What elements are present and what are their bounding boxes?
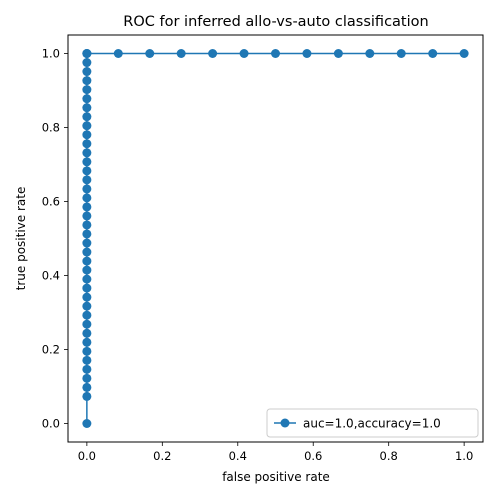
- roc-data-point: [333, 49, 343, 58]
- legend-label: auc=1.0,accuracy=1.0: [303, 417, 441, 431]
- x-tick-label: 1.0: [455, 449, 473, 463]
- roc-data-point: [82, 328, 92, 338]
- roc-data-point: [82, 130, 92, 140]
- x-axis-label: false positive rate: [222, 470, 330, 484]
- roc-data-point: [82, 346, 92, 356]
- roc-data-point: [82, 112, 92, 122]
- y-tick-label: 1.0: [42, 47, 60, 61]
- y-tick-label: 0.2: [42, 343, 60, 357]
- roc-data-point: [82, 419, 92, 428]
- roc-data-point: [82, 382, 92, 392]
- legend: auc=1.0,accuracy=1.0: [266, 408, 479, 438]
- roc-data-point: [302, 49, 312, 58]
- legend-marker-swatch: [280, 418, 290, 428]
- roc-data-point: [82, 373, 92, 383]
- y-tick-label: 0.4: [42, 269, 60, 283]
- roc-data-point: [82, 364, 92, 374]
- x-tick-label: 0.8: [380, 449, 398, 463]
- roc-data-point: [82, 67, 92, 77]
- y-tick-label: 0.0: [42, 417, 60, 431]
- legend-box: [266, 408, 479, 438]
- roc-data-point: [82, 94, 92, 104]
- roc-data-point: [82, 265, 92, 275]
- y-tick-label: 0.6: [42, 195, 60, 209]
- roc-curve-line: [86, 52, 465, 424]
- x-tick-label: 0.6: [304, 449, 322, 463]
- roc-data-point: [428, 49, 438, 58]
- roc-data-point: [82, 256, 92, 266]
- x-tick-label: 0.0: [78, 449, 96, 463]
- roc-data-point: [82, 166, 92, 176]
- roc-data-point: [396, 49, 406, 58]
- roc-data-point: [82, 157, 92, 167]
- roc-data-point: [82, 193, 92, 203]
- y-axis-label: true positive rate: [14, 187, 28, 291]
- plot-area: [82, 49, 469, 428]
- roc-data-point: [82, 139, 92, 149]
- roc-data-point: [82, 238, 92, 248]
- roc-data-point: [239, 49, 249, 58]
- roc-data-point: [82, 301, 92, 311]
- roc-data-point: [82, 148, 92, 158]
- x-tick-label: 0.4: [229, 449, 247, 463]
- x-axis: 0.0 0.2 0.4 0.6 0.8 1.0: [78, 442, 473, 463]
- x-tick-label: 0.2: [153, 449, 171, 463]
- roc-data-point: [82, 355, 92, 365]
- roc-data-point: [176, 49, 186, 58]
- roc-data-point: [82, 103, 92, 113]
- roc-data-point: [82, 76, 92, 86]
- roc-data-point: [82, 229, 92, 239]
- roc-data-point: [82, 337, 92, 347]
- roc-data-point: [82, 283, 92, 293]
- roc-data-point: [82, 49, 92, 58]
- y-axis: 0.0 0.2 0.4 0.6 0.8 1.0: [42, 47, 68, 431]
- roc-data-point: [113, 49, 123, 58]
- roc-data-point: [145, 49, 155, 58]
- roc-data-point: [82, 58, 92, 68]
- roc-data-point: [82, 292, 92, 302]
- roc-data-point: [271, 49, 280, 58]
- roc-data-point: [82, 202, 92, 212]
- roc-data-point: [82, 184, 92, 194]
- roc-data-point: [82, 319, 92, 329]
- roc-data-point: [82, 220, 92, 230]
- roc-data-point: [82, 310, 92, 320]
- roc-data-point: [82, 121, 92, 131]
- roc-data-point: [208, 49, 218, 58]
- roc-data-point: [459, 49, 469, 58]
- chart-title: ROC for inferred allo-vs-auto classifica…: [123, 14, 428, 30]
- roc-data-point: [365, 49, 375, 58]
- roc-data-point: [82, 85, 92, 95]
- axes-frame: [67, 34, 484, 443]
- roc-data-point: [82, 247, 92, 257]
- roc-data-point: [82, 274, 92, 284]
- roc-data-point: [82, 175, 92, 185]
- y-tick-label: 0.8: [42, 121, 60, 135]
- roc-data-point: [82, 391, 92, 401]
- roc-data-point: [82, 211, 92, 221]
